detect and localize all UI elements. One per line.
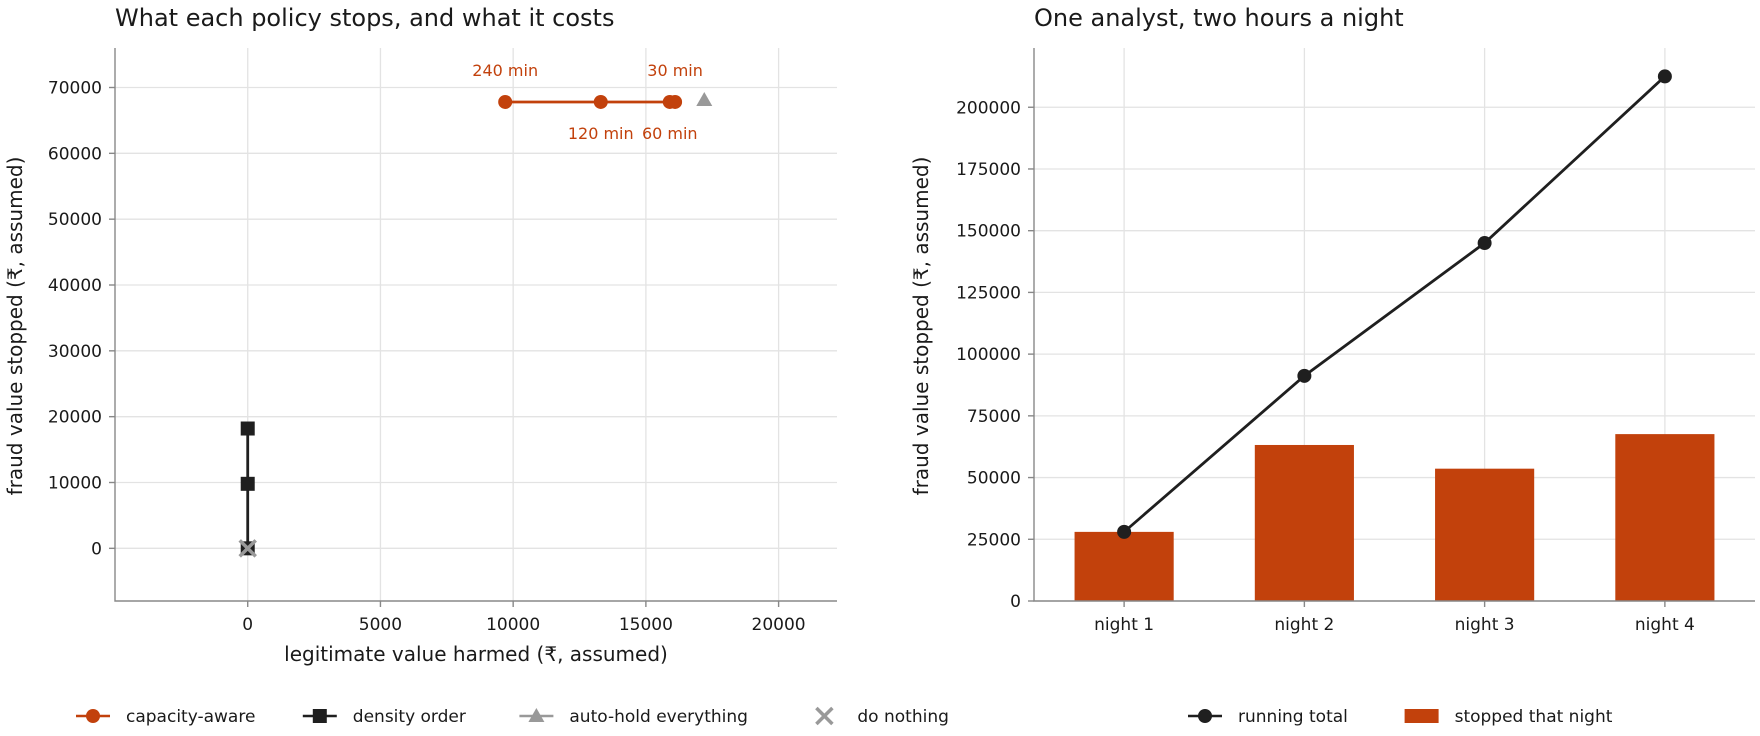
nightly-chart-x-ticks: night 1 night 2 night 3 night 4 [1094, 601, 1695, 635]
x-tick-label: night 2 [1274, 615, 1334, 635]
legend-entry-0: capacity-aware [76, 707, 255, 727]
bar [1615, 434, 1715, 601]
nightly-chart-y-ticks: 0 25000 50000 75000 100000 125000 150000 175000… [956, 98, 1034, 612]
annotation-label: 60 min [642, 124, 698, 143]
policy-chart-grid [115, 48, 837, 601]
data-point [498, 94, 513, 109]
running-total-point [1117, 524, 1132, 539]
nightly-chart-legend: running total stopped that night [1188, 707, 1613, 727]
data-point-stroke-b [238, 539, 257, 558]
y-tick-label: 150000 [956, 222, 1021, 242]
y-tick-label: 200000 [956, 98, 1021, 118]
annotation-label: 30 min [647, 61, 703, 80]
policy-chart-title: What each policy stops, and what it cost… [115, 4, 614, 32]
policy-chart-x-label: legitimate value harmed (₹, assumed) [284, 642, 668, 666]
y-tick-label: 30000 [48, 342, 102, 362]
policy-chart-y-ticks: 0 10000 20000 30000 40000 50000 60000 70000 [48, 79, 115, 559]
y-tick-label: 75000 [967, 407, 1021, 427]
data-point [240, 421, 255, 436]
series-capacity-aware [498, 94, 683, 109]
y-tick-label: 70000 [48, 79, 102, 99]
policy-chart-axes [114, 48, 837, 602]
running-total-point [1477, 236, 1492, 251]
data-point [238, 539, 257, 558]
y-tick-label: 50000 [967, 469, 1021, 489]
legend-swatch [1404, 709, 1439, 723]
legend-label: density order [353, 707, 466, 727]
series-auto-hold-everything [696, 92, 713, 107]
running-total-point [1657, 69, 1672, 84]
legend-marker [86, 709, 100, 723]
x-tick-label: 15000 [619, 615, 673, 635]
annotation-label: 240 min [472, 61, 538, 80]
nightly-chart-title: One analyst, two hours a night [1034, 4, 1404, 32]
nightly-chart-bars [1074, 434, 1715, 601]
legend-label: auto-hold everything [569, 707, 748, 727]
policy-chart-legend: capacity-aware density order auto-hold eve… [76, 706, 949, 727]
running-total-line [1123, 75, 1666, 533]
annotation-label: 120 min [568, 124, 634, 143]
legend-entry-1: density order [302, 707, 466, 727]
bar [1435, 468, 1535, 601]
series-do-nothing [238, 539, 257, 558]
x-tick-label: 20000 [752, 615, 806, 635]
policy-chart-annotations: 240 min 30 min 120 min 60 min [472, 61, 703, 143]
legend-marker [815, 706, 834, 726]
x-tick-label: 10000 [486, 615, 540, 635]
nightly-chart: One analyst, two hours a night night 1 ni… [909, 4, 1755, 727]
legend-label: do nothing [857, 707, 949, 727]
legend-entry-2: auto-hold everything [519, 707, 748, 727]
x-tick-label: night 1 [1094, 615, 1154, 635]
legend-marker-stroke-b [815, 706, 834, 726]
policy-chart-x-ticks: 0 5000 10000 15000 20000 [242, 601, 806, 635]
x-tick-label: 0 [242, 615, 253, 635]
y-tick-label: 125000 [956, 283, 1021, 303]
nightly-chart-y-label: fraud value stopped (₹, assumed) [909, 157, 933, 496]
y-tick-label: 100000 [956, 345, 1021, 365]
y-tick-label: 10000 [48, 474, 102, 494]
data-point [593, 94, 608, 109]
y-tick-label: 0 [91, 539, 102, 559]
legend-marker [312, 709, 327, 723]
legend-label: stopped that night [1455, 707, 1613, 727]
legend-entry-0: running total [1188, 707, 1348, 727]
y-tick-label: 25000 [967, 530, 1021, 550]
legend-marker [1198, 709, 1212, 723]
legend-label: capacity-aware [126, 707, 255, 727]
y-tick-label: 40000 [48, 276, 102, 296]
y-tick-label: 0 [1010, 592, 1021, 612]
x-tick-label: night 4 [1635, 615, 1695, 635]
nightly-chart-line [1117, 69, 1672, 539]
policy-chart: What each policy stops, and what it cost… [3, 4, 949, 727]
y-tick-label: 175000 [956, 160, 1021, 180]
series-density-order [240, 421, 255, 556]
running-total-point [1297, 368, 1312, 383]
x-tick-label: night 3 [1455, 615, 1515, 635]
y-tick-label: 20000 [48, 408, 102, 428]
data-point [668, 94, 683, 109]
legend-marker [528, 708, 545, 722]
data-point [240, 476, 255, 491]
y-tick-label: 60000 [48, 144, 102, 164]
x-tick-label: 5000 [359, 615, 402, 635]
bar [1254, 444, 1354, 601]
legend-entry-1: stopped that night [1404, 707, 1613, 727]
bar [1074, 531, 1174, 601]
data-point [696, 92, 713, 107]
policy-chart-y-label: fraud value stopped (₹, assumed) [3, 157, 27, 496]
policy-chart-series [238, 92, 713, 558]
y-tick-label: 50000 [48, 210, 102, 230]
legend-label: running total [1238, 707, 1348, 727]
legend-entry-3: do nothing [815, 706, 949, 727]
